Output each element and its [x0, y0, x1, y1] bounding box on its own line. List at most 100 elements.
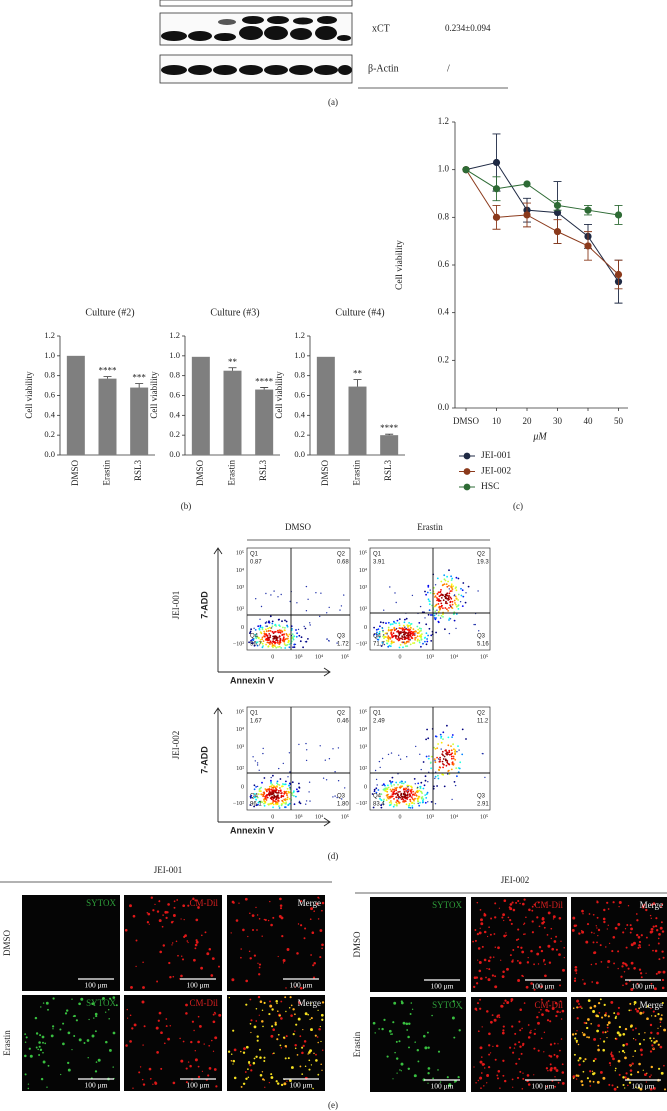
bar [255, 389, 274, 455]
cell-dot [488, 926, 490, 929]
y-tick-label: 1.2 [44, 330, 55, 340]
cell-dot [523, 898, 526, 901]
event-dot [268, 785, 271, 788]
event-dot [439, 760, 441, 763]
event-dot [270, 793, 273, 796]
event-dot [455, 627, 457, 630]
cell-dot [287, 1057, 290, 1060]
cell-dot [614, 1070, 616, 1072]
image-background [124, 995, 222, 1091]
cell-dot [636, 1009, 640, 1013]
event-dot [328, 758, 331, 760]
event-dot [390, 795, 393, 797]
cell-dot [278, 1014, 281, 1017]
cell-dot [521, 1027, 523, 1030]
event-dot [455, 613, 458, 615]
event-dot [339, 609, 341, 611]
event-dot [270, 785, 273, 788]
cell-dot [410, 1002, 413, 1004]
event-dot [417, 797, 420, 799]
cell-dot [156, 1051, 159, 1054]
cell-dot [572, 1077, 575, 1079]
event-dot [264, 635, 266, 638]
event-dot [454, 603, 457, 606]
cell-dot [630, 1073, 633, 1076]
cell-dot [655, 1040, 658, 1043]
cell-dot [172, 942, 174, 944]
cell-dot [39, 1034, 42, 1037]
cell-dot [549, 1063, 552, 1066]
cell-dot [658, 1067, 661, 1070]
event-dot [393, 804, 396, 806]
event-dot [268, 790, 271, 793]
event-dot [461, 753, 464, 756]
event-dot [283, 629, 286, 631]
cell-dot [454, 1081, 456, 1083]
cell-dot [645, 972, 647, 974]
y-tick-label: −10² [233, 801, 244, 807]
event-dot [395, 637, 397, 639]
cell-dot [638, 968, 642, 971]
event-dot [409, 806, 412, 809]
cell-dot [294, 1044, 297, 1047]
event-dot [437, 599, 440, 602]
cell-dot [257, 995, 261, 999]
event-dot [456, 775, 458, 778]
event-dot [441, 594, 444, 597]
event-dot [298, 743, 300, 746]
bar [316, 356, 335, 455]
cell-dot [168, 961, 171, 965]
cell-dot [518, 1020, 521, 1023]
event-dot [407, 789, 409, 791]
cell-dot [582, 913, 584, 915]
cell-dot [486, 1082, 488, 1084]
scale-bar-label: 100 μm [632, 982, 655, 991]
x-tick-label: 10⁴ [450, 814, 458, 820]
cell-dot [602, 1076, 606, 1080]
event-dot [280, 647, 283, 649]
cell-dot [640, 1053, 643, 1056]
cell-dot [290, 1014, 293, 1017]
event-dot [391, 776, 394, 779]
cell-dot [652, 925, 655, 928]
cell-dot [156, 910, 160, 913]
event-dot [429, 592, 432, 594]
cell-dot [500, 959, 502, 961]
event-dot [273, 641, 276, 644]
cell-dot [550, 927, 553, 930]
cell-dot [658, 933, 661, 936]
cell-dot [606, 901, 609, 904]
cell-dot [515, 1062, 518, 1065]
cell-dot [555, 935, 558, 938]
event-dot [382, 630, 384, 633]
event-dot [382, 803, 385, 805]
cell-dot [581, 1032, 584, 1034]
event-dot [449, 590, 452, 592]
cell-dot [50, 1034, 54, 1038]
event-dot [417, 638, 419, 641]
cell-dot [173, 900, 176, 903]
event-dot [442, 763, 444, 765]
event-dot [261, 636, 264, 639]
cell-dot [310, 1002, 312, 1005]
cell-dot [514, 1043, 517, 1046]
event-dot [441, 773, 444, 776]
cell-dot [634, 1027, 637, 1030]
event-dot [264, 633, 266, 636]
event-dot [451, 798, 453, 801]
cell-dot [622, 984, 624, 987]
cell-dot [274, 1021, 277, 1024]
event-dot [405, 790, 408, 792]
western-blot [159, 0, 508, 89]
cell-dot [519, 1070, 522, 1073]
event-dot [417, 802, 419, 805]
cell-dot [294, 1013, 296, 1016]
cell-dot [593, 932, 595, 934]
cell-dot [307, 1013, 309, 1016]
event-dot [437, 743, 439, 745]
event-dot [401, 796, 404, 798]
event-dot [298, 800, 301, 803]
event-dot [268, 792, 270, 795]
cell-dot [73, 1035, 76, 1037]
